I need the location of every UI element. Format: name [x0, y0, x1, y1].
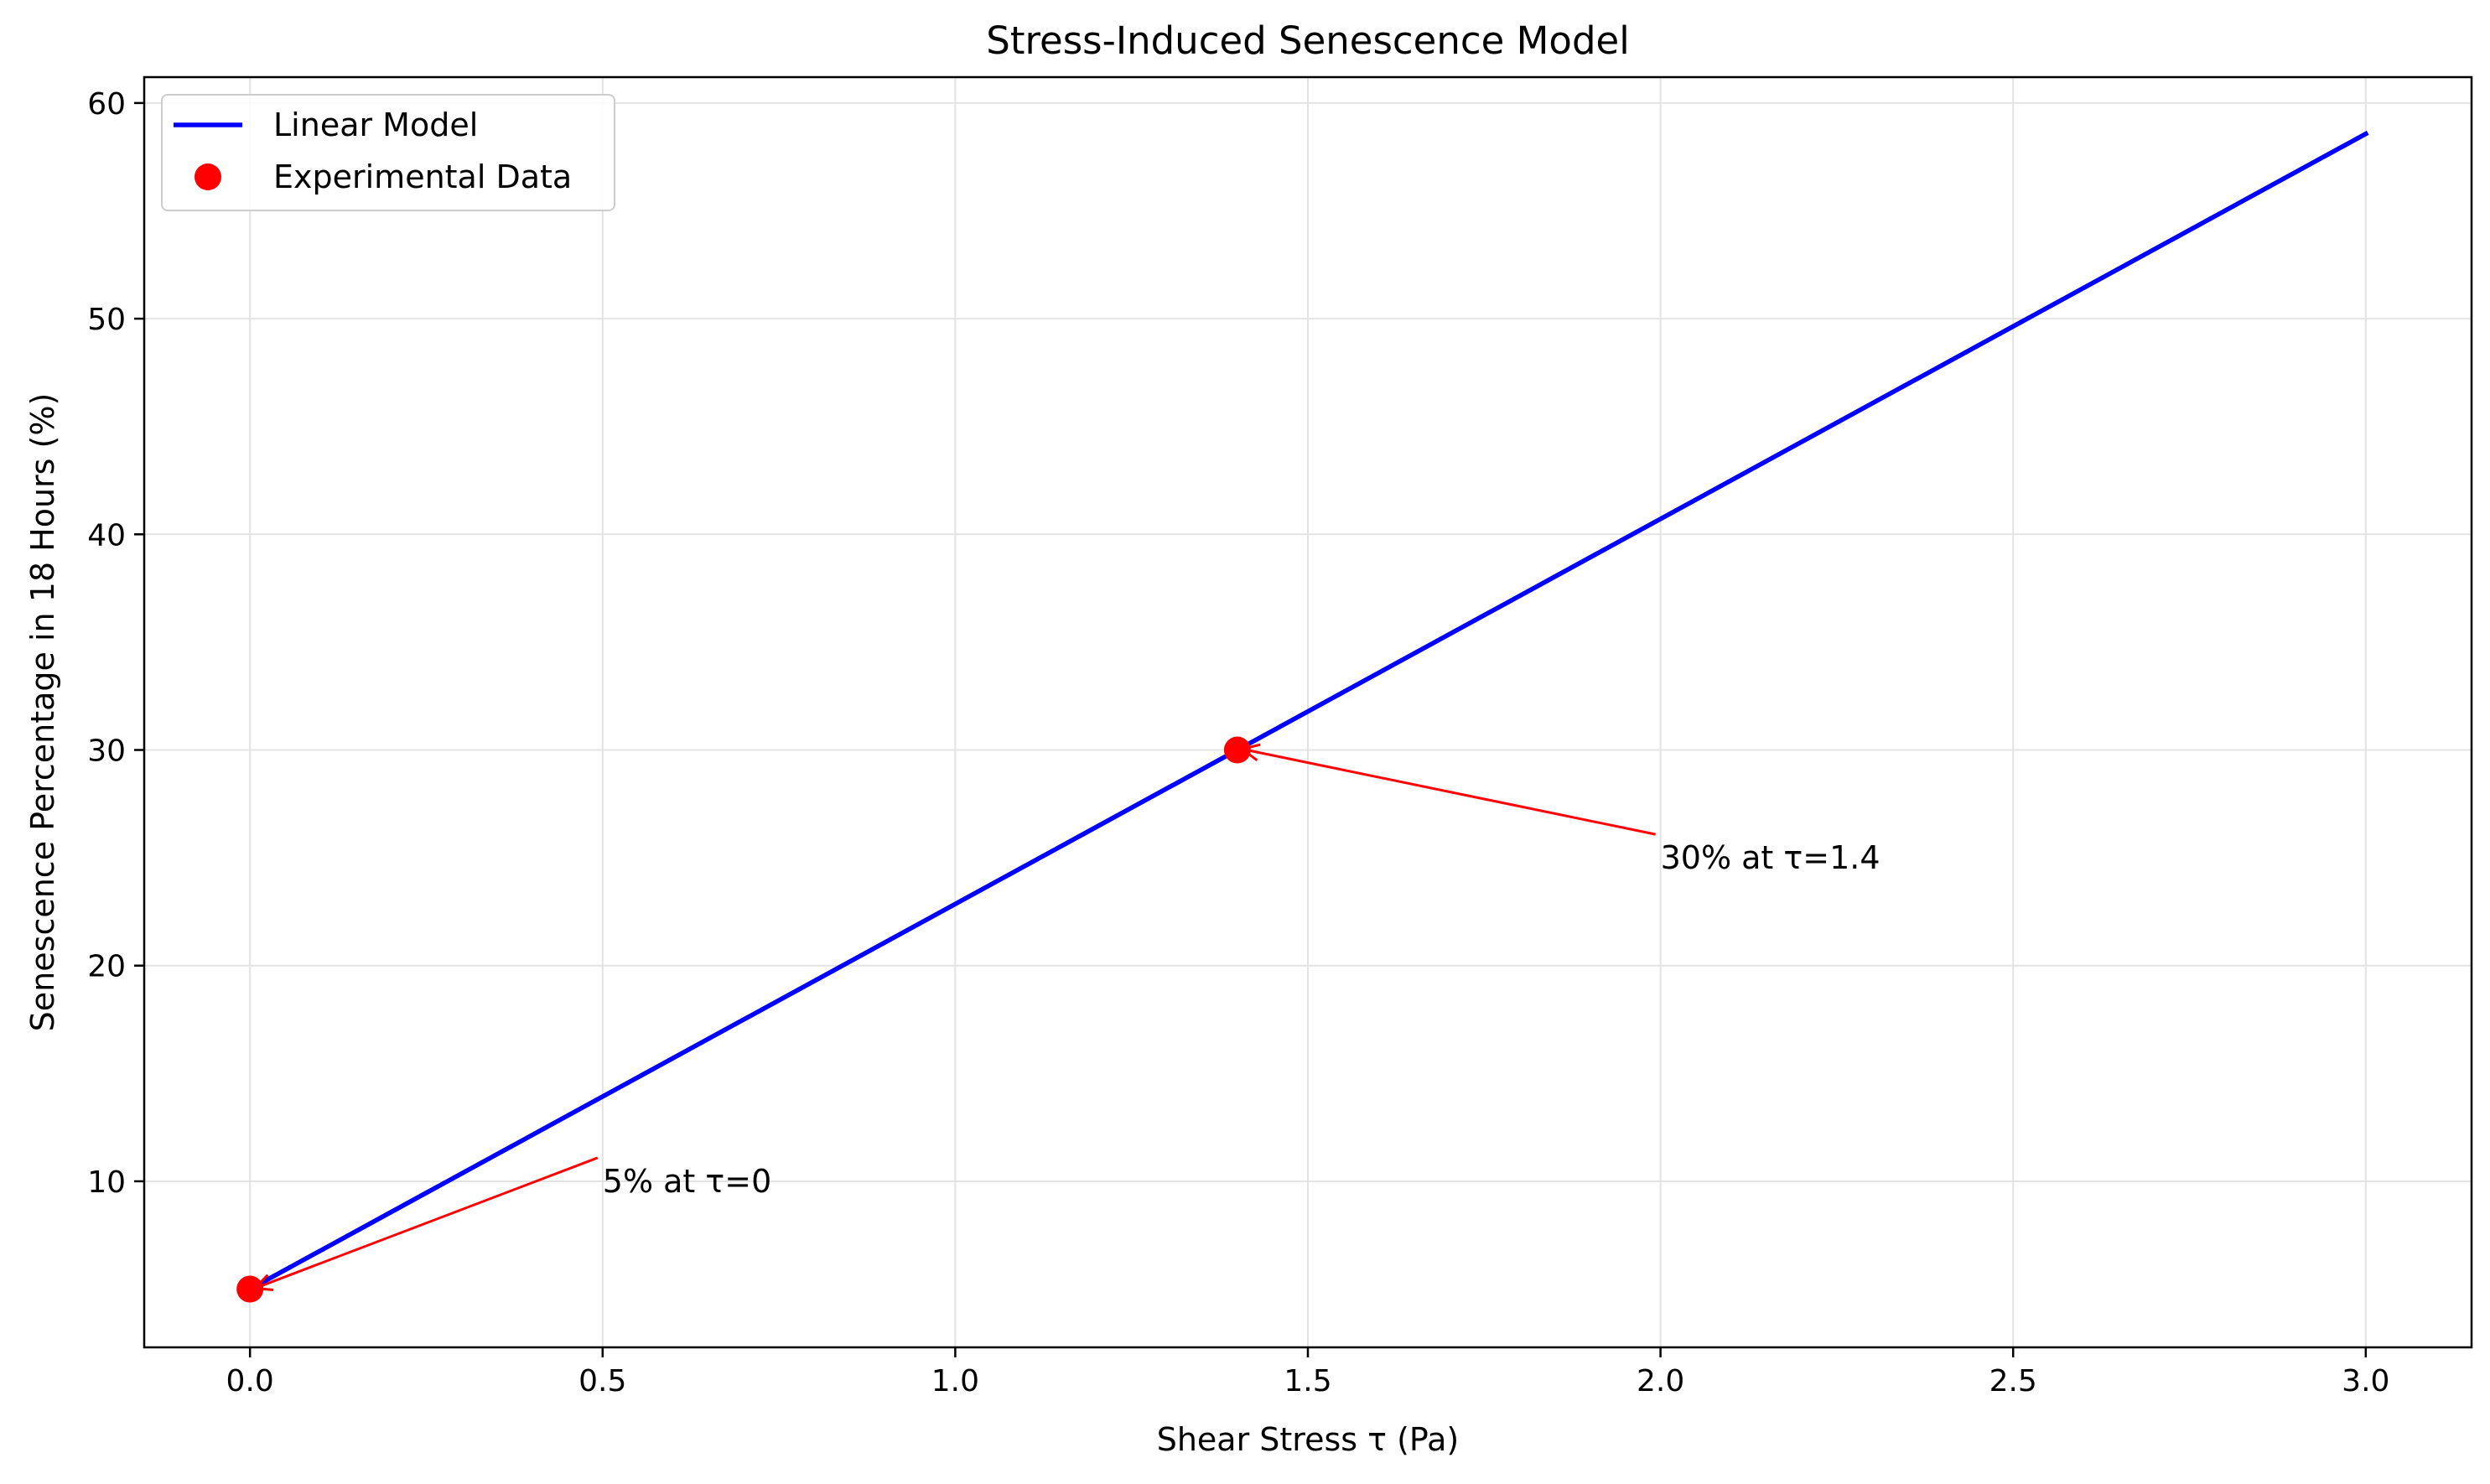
- series-line-linear-model: [246, 130, 2369, 1293]
- y-tick-label: 20: [87, 950, 126, 984]
- y-tick-label: 10: [87, 1165, 126, 1200]
- x-axis-label: Shear Stress τ (Pa): [1157, 1421, 1460, 1458]
- annotation-label: 30% at τ=1.4: [1661, 839, 1880, 876]
- legend-label: Linear Model: [273, 106, 478, 143]
- y-tick-label: 30: [87, 734, 126, 769]
- x-tick-label: 2.0: [1637, 1364, 1684, 1398]
- annotation-arrow: [254, 1156, 599, 1289]
- annotations: 5% at τ=0 30% at τ=1.4: [252, 743, 1880, 1291]
- data-point-experimental: [236, 1275, 264, 1303]
- annotation-arrowhead: [252, 1274, 274, 1291]
- y-axis-label: Senescence Percentage in 18 Hours (%): [24, 393, 61, 1032]
- legend-marker-swatch: [195, 163, 221, 190]
- annotation-label: 5% at τ=0: [603, 1163, 772, 1200]
- axis-ticks: 0.0 0.5 1.0 1.5 2.0 2.5 3.0 10 20 30 40 50 60: [87, 87, 2389, 1398]
- x-tick-label: 0.5: [578, 1364, 626, 1398]
- y-tick-label: 60: [87, 87, 126, 122]
- y-tick-label: 50: [87, 303, 126, 337]
- annotation-arrowhead: [1239, 743, 1261, 762]
- legend: Linear Model Experimental Data: [161, 94, 615, 211]
- x-tick-label: 3.0: [2342, 1364, 2389, 1398]
- x-tick-label: 1.5: [1284, 1364, 1331, 1398]
- x-tick-label: 2.5: [1989, 1364, 2037, 1398]
- x-tick-label: 0.0: [226, 1364, 274, 1398]
- x-tick-label: 1.0: [931, 1364, 979, 1398]
- legend-box: [161, 94, 615, 211]
- annotation-arrow: [1242, 748, 1656, 836]
- plot-series: [236, 130, 2369, 1303]
- legend-label: Experimental Data: [273, 158, 572, 195]
- y-tick-label: 40: [87, 518, 126, 553]
- grid: [144, 77, 2472, 1347]
- data-point-experimental: [1223, 736, 1251, 764]
- chart-title: Stress-Induced Senescence Model: [986, 18, 1629, 63]
